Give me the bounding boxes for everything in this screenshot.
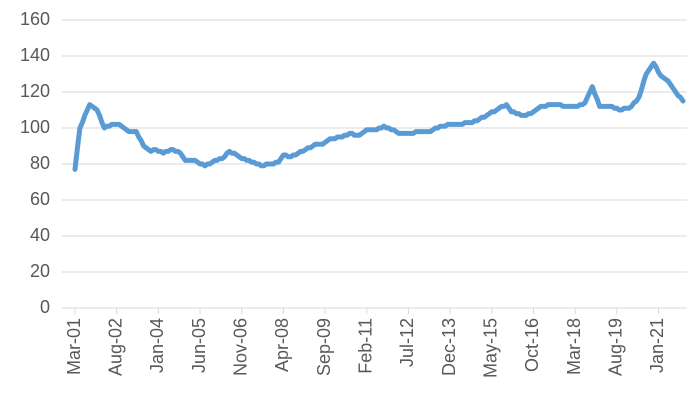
y-tick-label: 40 xyxy=(30,225,50,245)
x-tick-label: Apr-08 xyxy=(272,318,292,372)
line-series xyxy=(72,60,686,172)
x-tick-label: Sep-09 xyxy=(314,318,334,376)
y-tick-label: 100 xyxy=(20,117,50,137)
y-tick-label: 60 xyxy=(30,189,50,209)
x-tick-label: Nov-06 xyxy=(230,318,250,376)
x-tick-label: May-15 xyxy=(481,318,501,378)
x-tick-label: Jul-12 xyxy=(397,318,417,367)
y-tick-label: 80 xyxy=(30,153,50,173)
x-tick-label: Aug-19 xyxy=(606,318,626,376)
y-tick-label: 140 xyxy=(20,45,50,65)
y-tick-label: 120 xyxy=(20,81,50,101)
x-tick-label: Oct-16 xyxy=(522,318,542,372)
x-tick-label: Mar-18 xyxy=(564,318,584,375)
y-tick-label: 20 xyxy=(30,261,50,281)
x-tick-label: Feb-11 xyxy=(355,318,375,374)
x-tick-label: Jan-04 xyxy=(147,318,167,373)
x-tick-label: Mar-01 xyxy=(64,318,84,375)
x-tick-label: Jun-05 xyxy=(189,318,209,373)
y-tick-label: 0 xyxy=(40,297,50,317)
x-tick-label: Aug-02 xyxy=(105,318,125,376)
x-tick-label: Dec-13 xyxy=(439,318,459,376)
y-tick-label: 160 xyxy=(20,9,50,29)
x-tick-label: Jan-21 xyxy=(647,318,667,373)
